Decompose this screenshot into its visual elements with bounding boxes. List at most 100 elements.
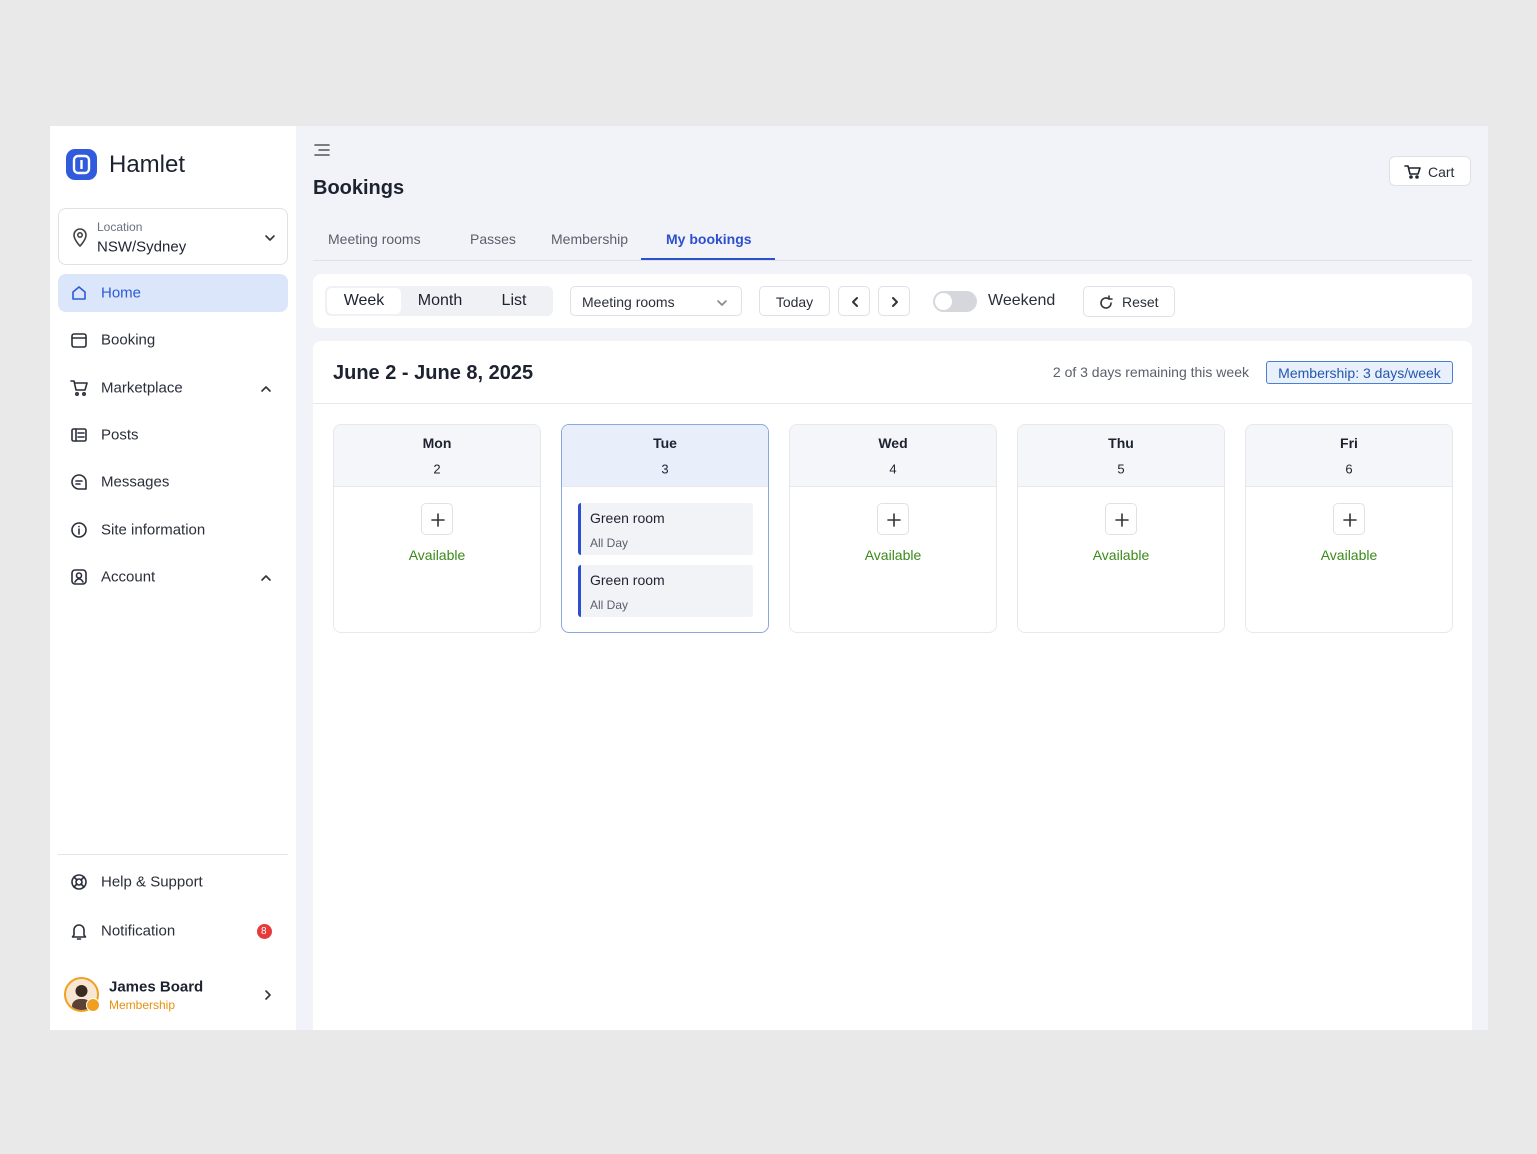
nav-label: Booking xyxy=(101,331,156,349)
logo-mark xyxy=(66,149,97,180)
day-column[interactable]: Tue 3 Green room All Day Green room All Day xyxy=(561,424,769,633)
membership-tag: Membership: 3 days/week xyxy=(1266,361,1453,384)
day-status: Available xyxy=(408,547,466,563)
remaining-days: 2 of 3 days remaining this week xyxy=(1052,364,1249,380)
nav-item[interactable]: Account xyxy=(58,558,288,596)
nav-label: Messages xyxy=(101,473,170,491)
location-value: NSW/Sydney xyxy=(97,238,187,256)
nav-label: Help & Support xyxy=(101,873,203,891)
day-header xyxy=(1018,425,1224,487)
plus-icon xyxy=(430,512,446,528)
nav-label: Posts xyxy=(101,426,139,444)
tab[interactable]: My bookings xyxy=(666,231,752,247)
booking[interactable]: Green room All Day xyxy=(578,565,753,617)
nav-item[interactable]: Messages xyxy=(58,463,288,501)
day-column[interactable]: Fri 6 Available xyxy=(1245,424,1453,633)
brand: Hamlet xyxy=(109,151,186,178)
view-option[interactable]: Week xyxy=(327,288,401,314)
view-option[interactable]: List xyxy=(477,288,551,314)
nav-item[interactable]: Home xyxy=(58,274,288,312)
day-column[interactable]: Thu 5 Available xyxy=(1017,424,1225,633)
booking-room: Green room xyxy=(590,510,665,526)
icon-part xyxy=(71,521,87,538)
nav-label: Account xyxy=(101,568,156,586)
nav-icon xyxy=(69,425,89,445)
add-button[interactable] xyxy=(421,503,453,535)
location-label: Location xyxy=(97,220,143,234)
filter-label: Meeting rooms xyxy=(582,294,675,310)
cart-button[interactable]: Cart xyxy=(1389,156,1471,186)
nav-item[interactable]: Marketplace xyxy=(58,369,288,407)
day-column[interactable]: Wed 4 Available xyxy=(789,424,997,633)
nav-label: Marketplace xyxy=(101,379,183,397)
next-button[interactable] xyxy=(878,286,910,316)
chevron-right xyxy=(889,295,901,309)
icon-part xyxy=(71,474,87,490)
add-button[interactable] xyxy=(1105,503,1137,535)
main: Bookings Cart Meeting rooms Passes Membershi… xyxy=(296,126,1488,1030)
tab[interactable]: Membership xyxy=(551,231,629,247)
nav-item[interactable]: Booking xyxy=(58,321,288,359)
nav-icon xyxy=(69,872,89,892)
view-option[interactable]: Month xyxy=(402,288,478,314)
tab[interactable]: Meeting rooms xyxy=(328,231,421,247)
day-header xyxy=(562,425,768,487)
icon-part xyxy=(70,379,88,396)
day-name: Tue xyxy=(653,435,677,451)
prev-button[interactable] xyxy=(838,286,870,316)
icon-part xyxy=(1404,165,1421,179)
weekend-toggle[interactable] xyxy=(933,291,977,312)
nav-item[interactable]: Notification 8 xyxy=(58,912,288,950)
toolbar: Week Month List Meeting rooms Today Weekend Re… xyxy=(313,274,1472,328)
add-button[interactable] xyxy=(1333,503,1365,535)
filter-select[interactable]: Meeting rooms xyxy=(570,286,742,316)
nav-label: Site information xyxy=(101,521,206,538)
icon-part xyxy=(71,428,87,442)
nav-item[interactable]: Site information xyxy=(58,511,288,549)
icon-part xyxy=(73,228,87,247)
nav-item[interactable]: Posts xyxy=(58,416,288,454)
tab[interactable]: Passes xyxy=(470,231,516,247)
booking-room: Green room xyxy=(590,572,665,588)
view-switch: Week Month List xyxy=(325,286,553,316)
cart-icon xyxy=(1404,164,1422,180)
today-button[interactable]: Today xyxy=(759,286,830,316)
user-role: Membership xyxy=(109,998,176,1012)
icon-part xyxy=(71,874,87,890)
nav-icon xyxy=(69,567,89,587)
pin-icon xyxy=(70,226,90,248)
icon-part xyxy=(717,300,727,306)
icon-part xyxy=(71,428,87,442)
nav-item[interactable]: Help & Support xyxy=(58,863,288,901)
icon-part xyxy=(71,568,87,585)
icon-part xyxy=(1409,175,1413,179)
view-label: List xyxy=(501,292,527,309)
cart-label: Cart xyxy=(1428,164,1455,180)
nav-icon xyxy=(69,472,89,492)
view-label: Week xyxy=(343,292,385,309)
icon-part xyxy=(1415,175,1419,179)
icon-part xyxy=(72,286,86,300)
location-select[interactable]: Location NSW/Sydney xyxy=(58,208,288,265)
day-date: 5 xyxy=(1117,461,1125,477)
day-status: Available xyxy=(1092,547,1150,563)
day-header xyxy=(1246,425,1452,487)
icon-part xyxy=(265,235,275,241)
menu-toggle[interactable] xyxy=(313,143,331,157)
day-name: Wed xyxy=(878,435,908,451)
chevron-right[interactable] xyxy=(262,988,274,1002)
icon-part xyxy=(74,577,84,583)
day-status: Available xyxy=(1320,547,1378,563)
chevron-up xyxy=(259,571,273,583)
nav-icon xyxy=(69,378,89,398)
booking[interactable]: Green room All Day xyxy=(578,503,753,555)
today-label: Today xyxy=(775,294,814,310)
day-column[interactable]: Mon 2 Available xyxy=(333,424,541,633)
icon-part xyxy=(1115,513,1129,527)
icon-part xyxy=(72,286,86,300)
add-button[interactable] xyxy=(877,503,909,535)
nav-icon xyxy=(69,520,89,540)
reset-button[interactable]: Reset xyxy=(1083,286,1175,317)
icon-part xyxy=(717,300,727,306)
icon-part xyxy=(71,474,87,490)
